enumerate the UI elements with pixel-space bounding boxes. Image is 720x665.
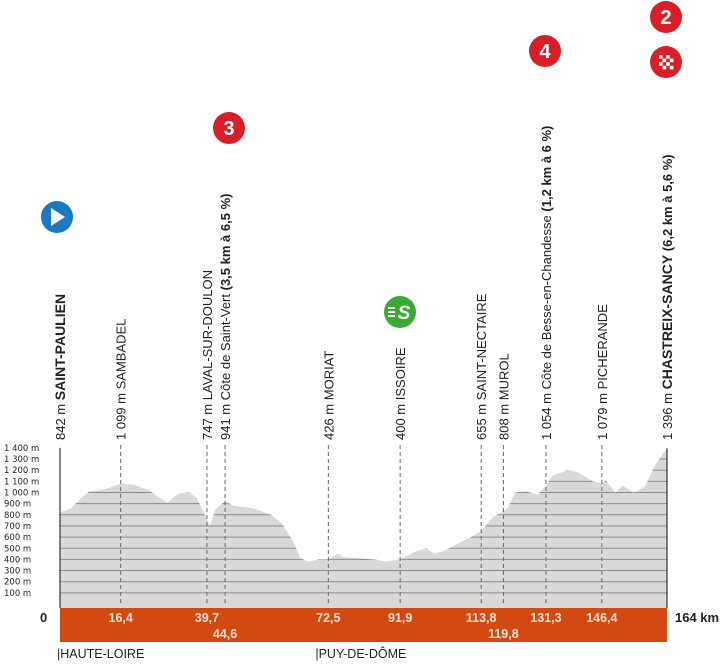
waypoint-label: 808 m MUROL [496,353,511,440]
waypoint-elevation: 842 m [53,404,68,440]
elevation-profile [60,448,667,608]
waypoint-elevation: 655 m [474,404,489,440]
checker-square [662,65,667,70]
checker-square [662,58,667,63]
waypoint-elevation: 941 m [218,404,233,440]
checker-square [659,62,663,66]
waypoint-name: LAVAL-SUR-DOULON [200,270,215,400]
waypoint-elevation: 1 099 m [114,393,129,440]
waypoint-name: SAINT-PAULIEN [52,294,68,400]
sprint-icon [384,296,416,328]
km-label: 39,7 [195,611,219,625]
distance-band [60,608,667,642]
km-label: 16,4 [109,611,133,625]
region-label: |PUY-DE-DÔME [315,646,406,661]
waypoint-label: 747 m LAVAL-SUR-DOULON [200,270,215,440]
checker-square [669,65,674,70]
climb-details: (1,2 km à 6 %) [539,126,554,212]
waypoint-elevation: 747 m [200,404,215,440]
y-tick-label: 400 m [4,555,31,565]
climb-details: (3,5 km à 6,5 %) [218,194,233,291]
y-tick-label: 1 200 m [4,466,39,476]
y-tick-label: 700 m [4,522,31,532]
y-tick-label: 900 m [4,500,31,510]
y-tick-label: 500 m [4,544,31,554]
sprint-letter: S [398,303,411,324]
waypoint-label: 1 079 m PICHERANDE [595,304,610,440]
km-label: 44,6 [213,627,237,641]
waypoint-label: 941 m Côte de Saint-Vert (3,5 km à 6,5 %… [218,194,233,440]
waypoint-elevation: 1 079 m [595,393,610,440]
waypoint-elevation: 1 396 m [660,393,675,440]
waypoint-name: Côte de Saint-Vert [218,294,233,401]
y-tick-label: 1 400 m [4,444,39,454]
y-tick-label: 300 m [4,567,31,577]
play-icon [51,208,65,226]
waypoint-name: MUROL [496,353,511,400]
checker-square [666,55,670,59]
km-label: 119,8 [488,627,519,641]
waypoint-name: MORIAT [321,351,336,401]
km-label: 131,3 [530,611,561,625]
km-label: 146,4 [586,611,617,625]
y-tick-label: 1 300 m [4,455,39,465]
y-tick-label: 1 000 m [4,489,39,499]
climb-category-number: 3 [223,118,234,140]
waypoint-name: CHASTREIX-SANCY [659,254,675,389]
zero-label: 0 [40,610,47,625]
waypoint-name: ISSOIRE [393,347,408,400]
waypoint-label: 1 099 m SAMBADEL [114,319,129,440]
y-tick-label: 1 100 m [4,477,39,487]
y-tick-label: 100 m [4,589,31,599]
waypoint-elevation: 1 054 m [539,393,554,440]
climb-details: (6,2 km à 5,6 %) [660,154,675,251]
y-tick-label: 800 m [4,511,31,521]
waypoint-elevation: 426 m [321,404,336,440]
climb-category-number: 4 [539,41,551,63]
y-tick-label: 600 m [4,533,31,543]
climb-category-icon [529,35,561,67]
km-label: 72,5 [316,611,340,625]
climb-category-icon [213,112,245,144]
region-label: |HAUTE-LOIRE [57,647,144,661]
climb-category-number: 2 [660,7,671,29]
waypoint-label: 1 054 m Côte de Besse-en-Chandesse (1,2 … [539,126,554,440]
waypoint-name: PICHERANDE [595,304,610,390]
checker-square [666,62,670,66]
km-label: 91,9 [388,611,412,625]
y-tick-label: 200 m [4,578,31,588]
waypoint-label: 842 m SAINT-PAULIEN [52,294,68,440]
waypoint-label: 1 396 m CHASTREIX-SANCY (6,2 km à 5,6 %) [659,154,675,440]
waypoint-elevation: 400 m [393,404,408,440]
waypoint-name: Côte de Besse-en-Chandesse [539,215,554,389]
waypoint-name: SAMBADEL [114,319,129,390]
waypoint-elevation: 808 m [496,404,511,440]
checker-square [669,58,674,63]
checker-square [659,55,663,59]
climb-category-icon [650,1,682,33]
total-distance-label: 164 km [675,610,719,625]
waypoint-label: 426 m MORIAT [321,351,336,440]
km-label: 113,8 [466,611,497,625]
waypoint-label: 400 m ISSOIRE [393,347,408,440]
waypoint-name: SAINT-NECTAIRE [474,293,489,400]
waypoint-label: 655 m SAINT-NECTAIRE [474,293,489,440]
